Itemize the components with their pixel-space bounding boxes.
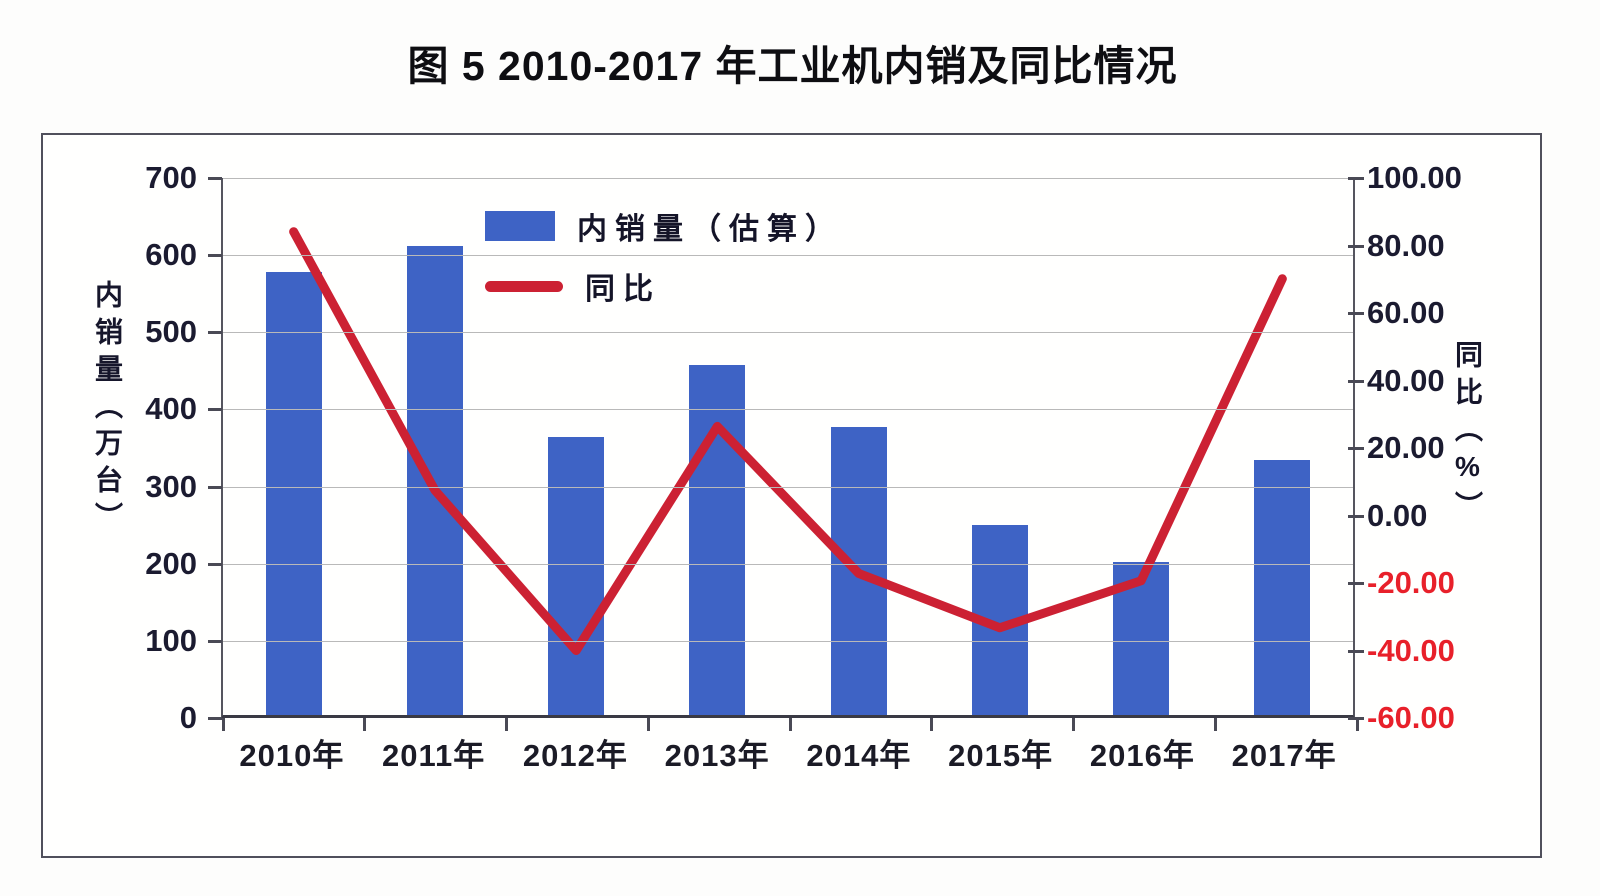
x-label: 2014年 [806, 738, 912, 773]
gridline [223, 563, 1353, 565]
x-axis-tickmark [646, 718, 650, 731]
right-axis-title: 同比（%） [1452, 340, 1483, 528]
left-tick-label: 100 [145, 622, 197, 658]
x-axis-tickmark [1213, 718, 1217, 731]
x-label: 2010年 [239, 738, 345, 773]
left-axis-tickmark [208, 485, 222, 489]
chart-title: 图 5 2010-2017 年工业机内销及同比情况 [407, 43, 1178, 89]
right-axis-tickmark [1348, 514, 1364, 518]
right-tick-label: 100.00 [1367, 160, 1462, 195]
gridline [223, 409, 1353, 411]
gridline [223, 486, 1353, 488]
bar [548, 437, 605, 715]
left-tick-label: 700 [145, 160, 197, 195]
legend-label-yoy: 同比 [585, 273, 661, 306]
x-axis-tickmark [505, 718, 508, 731]
bar-slot [364, 178, 505, 715]
bar-series-swatch [485, 211, 555, 241]
left-axis-tickmark [208, 331, 222, 335]
left-tick-label: 300 [145, 468, 197, 504]
right-tick-label: -20.00 [1367, 565, 1455, 600]
left-axis-tickmark [208, 562, 222, 566]
legend-label-sales: 内销量（估算） [577, 213, 843, 246]
right-tick-label: 40.00 [1367, 362, 1445, 398]
left-axis-title: 内销量（万台） [92, 280, 123, 539]
x-axis-tickmark [1355, 718, 1359, 731]
x-axis-tickmark [788, 718, 792, 731]
legend-item-yoy: 同比 [485, 264, 843, 308]
x-label: 2015年 [948, 738, 1054, 773]
gridline [223, 640, 1353, 642]
left-axis-tickmark [208, 639, 222, 643]
right-axis-tickmark [1348, 582, 1364, 585]
right-tick-label: 80.00 [1367, 227, 1445, 263]
left-axis-tick-labels: 700 600 500 400 300 200 100 0 [83, 160, 197, 735]
right-axis-tickmark [1348, 244, 1364, 248]
right-axis-tickmark [1348, 447, 1364, 450]
x-axis-tickmark [930, 718, 934, 731]
bar-slot [506, 178, 647, 715]
bar [406, 246, 463, 715]
left-axis-tickmark [208, 177, 222, 180]
right-axis-tickmark [1348, 649, 1364, 653]
left-tick-label: 0 [179, 700, 197, 735]
x-label: 2011年 [381, 738, 486, 773]
x-label: 2012年 [522, 738, 628, 773]
legend-item-sales: 内销量（估算） [485, 204, 843, 248]
x-label: 2016年 [1089, 738, 1195, 773]
yoy-line [289, 227, 1287, 656]
x-axis-labels: 2010年 2011年 2012年 2013年 2014年 2015年 2016年 2017年 [221, 730, 1355, 775]
right-axis-tickmark [1348, 312, 1364, 315]
legend: 内销量（估算） 同比 [485, 204, 843, 308]
right-tick-label: 20.00 [1367, 430, 1445, 465]
gridline [223, 178, 1353, 179]
bar-slot [1212, 178, 1353, 715]
right-tick-label: -40.00 [1367, 632, 1455, 668]
x-label: 2013年 [664, 738, 770, 773]
right-tick-label: 60.00 [1367, 295, 1445, 330]
figure-box: 内销量（万台） 700 600 500 400 300 200 100 0 内销量（估算） 同… [41, 133, 1542, 858]
right-tick-label: 0.00 [1367, 497, 1428, 533]
line-series-swatch [485, 280, 563, 292]
right-axis-tick-labels: 100.00 80.00 60.00 40.00 20.00 0.00 -20.00 -40.… [1367, 160, 1497, 735]
x-label: 2017年 [1231, 738, 1337, 773]
x-axis-tickmark [221, 718, 225, 731]
gridline [223, 255, 1353, 257]
bar-series [223, 178, 1353, 715]
right-tick-label: -60.00 [1367, 700, 1455, 735]
left-tick-label: 200 [145, 545, 197, 581]
left-tick-label: 500 [145, 314, 197, 350]
right-axis-tickmark [1348, 379, 1364, 383]
x-axis-tickmark [363, 718, 367, 731]
left-axis-tickmark [208, 254, 222, 258]
bar [1254, 459, 1311, 715]
gridline [223, 332, 1353, 334]
left-axis-tickmark [208, 717, 222, 720]
x-axis-tickmark [1072, 718, 1075, 731]
yoy-line-layer [289, 227, 1287, 656]
left-axis-tickmark [208, 408, 222, 412]
right-axis-tickmark [1348, 177, 1364, 180]
left-tick-label: 600 [145, 237, 197, 273]
plot-area: 内销量（估算） 同比 [208, 177, 1364, 731]
left-tick-label: 400 [145, 391, 197, 427]
